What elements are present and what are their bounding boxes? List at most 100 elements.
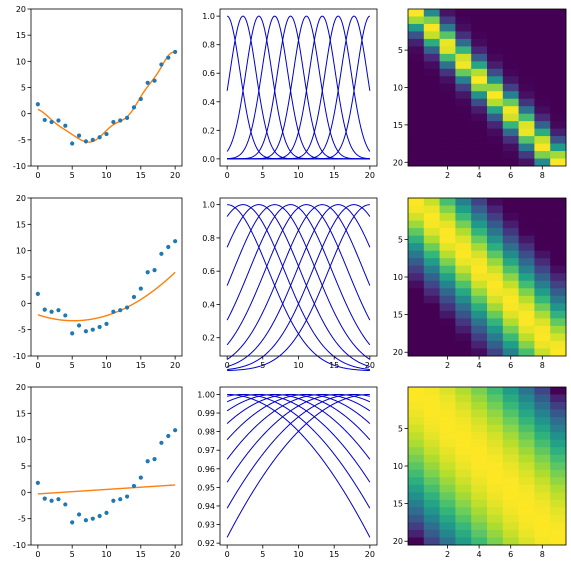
heatmap-cell <box>534 522 551 531</box>
data-point <box>63 313 68 318</box>
y-tick-label: 0.93 <box>197 521 215 530</box>
heatmap-cell <box>502 98 519 107</box>
heatmap-cell <box>423 348 440 357</box>
x-tick-label: 5 <box>70 171 75 180</box>
heatmap-cell <box>471 250 488 259</box>
heatmap-cell <box>439 98 456 107</box>
heatmap-cell <box>439 288 456 297</box>
heatmap-cell <box>487 394 504 403</box>
heatmap-cell <box>439 243 456 252</box>
heatmap-cell <box>408 325 425 334</box>
heatmap-cell <box>550 348 567 357</box>
panel-r0-c0: 0 5 10 15 20 -10 -5 0 5 10 15 20 <box>13 5 183 180</box>
heatmap-cell <box>408 402 425 410</box>
heatmap-cell <box>534 477 551 486</box>
data-point <box>118 308 123 313</box>
heatmap-cell <box>455 484 472 493</box>
heatmap-cell <box>534 158 551 167</box>
axes-frame <box>30 386 183 546</box>
heatmap-cell <box>423 205 440 214</box>
heatmap-cell <box>534 273 551 282</box>
heatmap-cell <box>471 265 488 274</box>
basis-curve <box>226 204 371 360</box>
heatmap-cell <box>550 243 567 252</box>
heatmap-cell <box>408 514 425 523</box>
heatmap-cell <box>439 228 456 237</box>
heatmap-cell <box>550 477 567 486</box>
heatmap-cell <box>471 235 488 244</box>
heatmap-cell <box>423 151 440 159</box>
data-point <box>42 307 47 312</box>
y-tick-label: 15 <box>16 220 26 229</box>
heatmap-cell <box>408 38 425 47</box>
heatmap-cell <box>550 23 567 32</box>
heatmap-cell <box>439 121 456 130</box>
heatmap-cell <box>502 318 519 327</box>
axes-frame <box>30 8 183 167</box>
heatmap-cell <box>439 484 456 493</box>
heatmap-cell <box>518 158 535 167</box>
heatmap-cell <box>534 151 551 159</box>
x-tick-label: 20 <box>365 361 375 370</box>
heatmap-cell <box>534 507 551 516</box>
heatmap-cell <box>502 454 519 463</box>
heatmap-cell <box>550 136 567 144</box>
heatmap-cell <box>534 394 551 403</box>
y-tick-label: -5 <box>18 326 26 335</box>
heatmap-cell <box>487 492 504 501</box>
heatmap-cell <box>487 143 504 152</box>
data-point <box>124 305 130 310</box>
heatmap-cell <box>455 213 472 221</box>
heatmap-cell <box>423 143 440 152</box>
heatmap-cell <box>487 46 504 55</box>
y-tick-label: -10 <box>13 541 26 550</box>
heatmap-cell <box>502 514 519 523</box>
heatmap-cell <box>487 484 504 493</box>
fit-line <box>37 271 176 322</box>
data-point <box>76 512 82 517</box>
basis-curve <box>226 204 371 368</box>
y-tick-label: 0.92 <box>197 539 215 548</box>
heatmap-cell <box>487 38 504 47</box>
heatmap-cell <box>439 310 456 319</box>
heatmap-cell <box>502 265 519 274</box>
y-tick-label: 5 <box>21 273 26 282</box>
heatmap-cell <box>550 38 567 47</box>
heatmap-cell <box>487 235 504 244</box>
heatmap-cell <box>455 205 472 214</box>
heatmap-cell <box>439 53 456 62</box>
heatmap-cell <box>408 198 425 206</box>
y-tick-label: 10 <box>393 273 403 282</box>
heatmap-cell <box>502 250 519 259</box>
heatmap-cell <box>455 454 472 463</box>
heatmap-cell <box>455 288 472 297</box>
heatmap-cell <box>550 113 567 122</box>
y-tick-label: 5 <box>398 424 403 433</box>
y-tick-label: 15 <box>16 409 26 418</box>
heatmap-cell <box>550 484 567 493</box>
heatmap-cell <box>534 106 551 115</box>
heatmap-cell <box>423 121 440 130</box>
data-point <box>118 118 123 123</box>
data-point <box>76 133 82 138</box>
heatmap-cell <box>550 46 567 55</box>
heatmap-cell <box>423 38 440 47</box>
heatmap-cell <box>534 38 551 47</box>
heatmap-cell <box>455 258 472 267</box>
heatmap-cell <box>487 220 504 229</box>
heatmap-cell <box>439 340 456 349</box>
heatmap-cell <box>471 16 488 25</box>
heatmap-cell <box>502 288 519 297</box>
heatmap-cell <box>439 258 456 267</box>
data-point <box>70 331 75 336</box>
heatmap-cell <box>550 68 567 77</box>
y-tick-label: 5 <box>21 84 26 93</box>
x-tick-label: 0 <box>225 361 230 370</box>
heatmap-cell <box>502 31 519 40</box>
y-tick-label: 10 <box>16 436 26 445</box>
heatmap-cell <box>455 537 472 546</box>
heatmap-cell <box>487 522 504 531</box>
heatmap-cell <box>518 83 535 92</box>
heatmap-cell <box>408 469 425 478</box>
heatmap-cell <box>455 333 472 342</box>
